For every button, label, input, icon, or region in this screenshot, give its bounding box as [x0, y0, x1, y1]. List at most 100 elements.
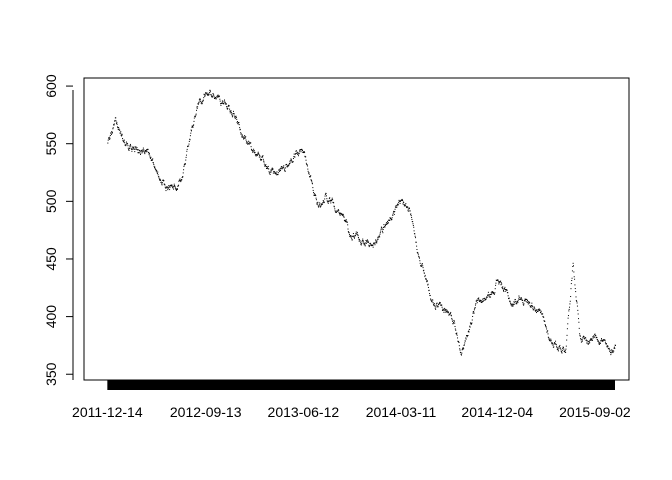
data-point	[434, 307, 436, 309]
data-point	[562, 347, 564, 349]
data-point	[454, 326, 456, 328]
data-point	[152, 162, 154, 164]
data-point	[314, 194, 316, 196]
data-point	[614, 347, 616, 349]
data-point	[588, 341, 590, 343]
data-point	[411, 216, 413, 218]
data-point	[123, 141, 125, 143]
data-point	[523, 303, 525, 305]
data-point	[522, 299, 524, 301]
data-point	[292, 158, 294, 160]
data-point	[183, 165, 185, 167]
data-point	[283, 165, 285, 167]
data-point	[560, 349, 562, 351]
data-point	[158, 176, 160, 178]
data-point	[325, 195, 327, 197]
data-point	[146, 151, 148, 153]
data-point	[341, 213, 343, 215]
data-point	[597, 339, 599, 341]
data-point	[294, 156, 296, 158]
data-point	[199, 100, 201, 102]
data-point	[345, 219, 347, 221]
data-point	[419, 262, 421, 264]
data-point	[113, 124, 115, 126]
data-point	[205, 93, 207, 95]
data-point	[331, 200, 333, 202]
data-point	[611, 349, 613, 351]
data-point	[548, 338, 550, 340]
data-point	[495, 282, 497, 284]
data-point	[270, 169, 272, 171]
data-point	[612, 352, 614, 354]
data-point	[417, 254, 419, 256]
data-point	[604, 341, 606, 343]
data-point	[368, 246, 370, 248]
data-point	[390, 217, 392, 219]
data-point	[131, 148, 133, 150]
data-point	[481, 300, 483, 302]
data-point	[467, 331, 469, 333]
data-point	[571, 280, 573, 282]
data-point	[319, 202, 321, 204]
data-point	[458, 341, 460, 343]
data-point	[322, 203, 324, 205]
data-point	[444, 308, 446, 310]
data-point	[228, 105, 230, 107]
data-point	[561, 352, 563, 354]
data-point	[422, 265, 424, 267]
data-point	[297, 155, 299, 157]
data-point	[575, 296, 577, 298]
data-point	[459, 349, 461, 351]
data-point	[431, 301, 433, 303]
data-point	[387, 221, 389, 223]
data-point	[562, 347, 564, 349]
data-point	[247, 143, 249, 145]
data-point	[154, 167, 156, 169]
data-point	[534, 307, 536, 309]
data-point	[298, 152, 300, 154]
data-point	[127, 147, 129, 149]
data-point	[276, 171, 278, 173]
data-point	[578, 327, 580, 329]
data-point	[244, 135, 246, 137]
data-point	[197, 103, 199, 105]
data-point	[150, 157, 152, 159]
data-point	[141, 149, 143, 151]
data-point	[117, 127, 119, 129]
data-point	[398, 199, 400, 201]
data-point	[507, 292, 509, 294]
data-point	[267, 165, 269, 167]
data-point	[491, 293, 493, 295]
data-point	[546, 331, 548, 333]
data-point	[352, 236, 354, 237]
data-point	[548, 337, 550, 339]
data-point	[288, 164, 290, 166]
data-point	[126, 141, 128, 143]
data-point	[172, 186, 174, 188]
data-point	[581, 339, 583, 341]
data-point	[243, 136, 245, 138]
data-point	[571, 270, 573, 272]
data-point	[355, 233, 357, 235]
data-point	[586, 342, 588, 344]
data-point	[445, 310, 447, 312]
data-point	[275, 172, 277, 174]
data-point	[557, 350, 559, 352]
data-point	[436, 302, 438, 304]
data-point	[280, 166, 282, 168]
data-point	[128, 149, 130, 151]
data-point	[192, 126, 194, 128]
data-point	[287, 165, 289, 167]
data-point	[586, 340, 588, 342]
data-point	[357, 236, 359, 238]
data-point	[402, 199, 404, 201]
data-point	[446, 311, 448, 313]
data-point	[455, 329, 457, 331]
data-point	[183, 169, 185, 171]
data-point	[456, 334, 458, 336]
data-point	[202, 99, 204, 101]
data-point	[361, 240, 363, 242]
data-point	[243, 137, 245, 139]
data-point	[143, 149, 145, 151]
data-point	[197, 106, 199, 108]
